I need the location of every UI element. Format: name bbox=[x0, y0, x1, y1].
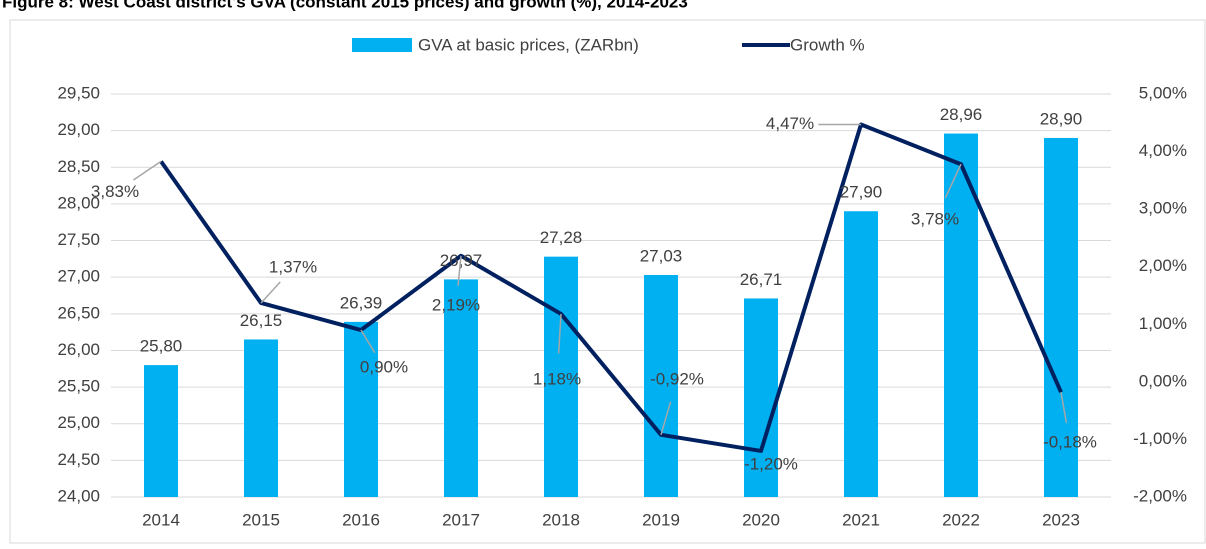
x-tick-label: 2018 bbox=[542, 510, 580, 529]
y2-tick-label: 0,00% bbox=[1139, 371, 1187, 390]
bar bbox=[544, 256, 578, 497]
chart-border bbox=[9, 19, 1206, 544]
y-tick-label: 28,00 bbox=[57, 193, 100, 212]
x-tick-label: 2017 bbox=[442, 510, 480, 529]
y2-tick-label: -2,00% bbox=[1133, 486, 1187, 505]
bar-value-label: 27,90 bbox=[840, 183, 883, 202]
y2-tick-label: 2,00% bbox=[1139, 256, 1187, 275]
bar-value-label: 26,39 bbox=[340, 293, 383, 312]
y2-tick-label: 5,00% bbox=[1139, 83, 1187, 102]
y2-tick-label: -1,00% bbox=[1133, 429, 1187, 448]
x-tick-label: 2016 bbox=[342, 510, 380, 529]
y-tick-label: 26,50 bbox=[57, 303, 100, 322]
x-tick-label: 2014 bbox=[142, 510, 180, 529]
legend-swatch bbox=[352, 38, 412, 52]
x-tick-label: 2020 bbox=[742, 510, 780, 529]
line-value-label: 3,83% bbox=[91, 182, 139, 201]
line-value-label: 1,18% bbox=[533, 369, 581, 388]
line-value-label: -0,18% bbox=[1043, 433, 1097, 452]
x-tick-label: 2019 bbox=[642, 510, 680, 529]
chart-title: Figure 8: West Coast district's GVA (con… bbox=[2, 0, 688, 11]
bar-value-label: 26,15 bbox=[240, 311, 283, 330]
y-tick-label: 29,00 bbox=[57, 120, 100, 139]
bar-value-label: 27,03 bbox=[640, 246, 683, 265]
y2-tick-label: 3,00% bbox=[1139, 199, 1187, 218]
legend-label: Growth % bbox=[790, 35, 865, 54]
leader-line bbox=[132, 160, 162, 181]
bar-value-label: 27,28 bbox=[540, 228, 583, 247]
bar bbox=[844, 211, 878, 497]
bar bbox=[1044, 137, 1078, 498]
y-tick-label: 24,00 bbox=[57, 486, 100, 505]
y-tick-label: 27,50 bbox=[57, 230, 100, 249]
leader-line bbox=[557, 313, 562, 354]
line-value-label: 2,19% bbox=[432, 295, 480, 314]
leader-line bbox=[1060, 392, 1068, 423]
bar-value-label: 26,71 bbox=[740, 270, 783, 289]
x-tick-label: 2015 bbox=[242, 510, 280, 529]
x-tick-label: 2022 bbox=[942, 510, 980, 529]
x-tick-label: 2021 bbox=[842, 510, 880, 529]
line-value-label: -0,92% bbox=[650, 369, 704, 388]
leader-line bbox=[660, 401, 672, 436]
line-value-label: 3,78% bbox=[911, 210, 959, 229]
y-tick-label: 25,50 bbox=[57, 377, 100, 396]
growth-line bbox=[159, 122, 1063, 453]
y-tick-label: 25,00 bbox=[57, 413, 100, 432]
line-value-label: 1,37% bbox=[269, 257, 317, 276]
line-value-label: 4,47% bbox=[766, 114, 814, 133]
y-tick-label: 26,00 bbox=[57, 340, 100, 359]
y2-tick-label: 1,00% bbox=[1139, 314, 1187, 333]
leader-line bbox=[944, 163, 962, 199]
bar-value-label: 28,90 bbox=[1040, 109, 1083, 128]
bar-value-label: 25,80 bbox=[140, 337, 183, 356]
y2-tick-label: 4,00% bbox=[1139, 141, 1187, 160]
bar bbox=[144, 365, 178, 497]
leader-line bbox=[360, 329, 376, 354]
line-value-label: -1,20% bbox=[744, 454, 798, 473]
leader-line bbox=[457, 255, 462, 286]
bar bbox=[244, 339, 278, 497]
bar bbox=[644, 274, 678, 497]
bar-value-label: 28,96 bbox=[940, 105, 983, 124]
bar bbox=[444, 279, 478, 497]
legend-label: GVA at basic prices, (ZARbn) bbox=[418, 35, 639, 54]
y-tick-label: 28,50 bbox=[57, 157, 100, 176]
bar bbox=[344, 321, 378, 497]
bar bbox=[744, 298, 778, 497]
y-tick-label: 24,50 bbox=[57, 450, 100, 469]
line-value-label: 0,90% bbox=[360, 358, 408, 377]
leader-line bbox=[260, 281, 281, 304]
x-tick-label: 2023 bbox=[1042, 510, 1080, 529]
y-tick-label: 27,00 bbox=[57, 267, 100, 286]
y-tick-label: 29,50 bbox=[57, 83, 100, 102]
